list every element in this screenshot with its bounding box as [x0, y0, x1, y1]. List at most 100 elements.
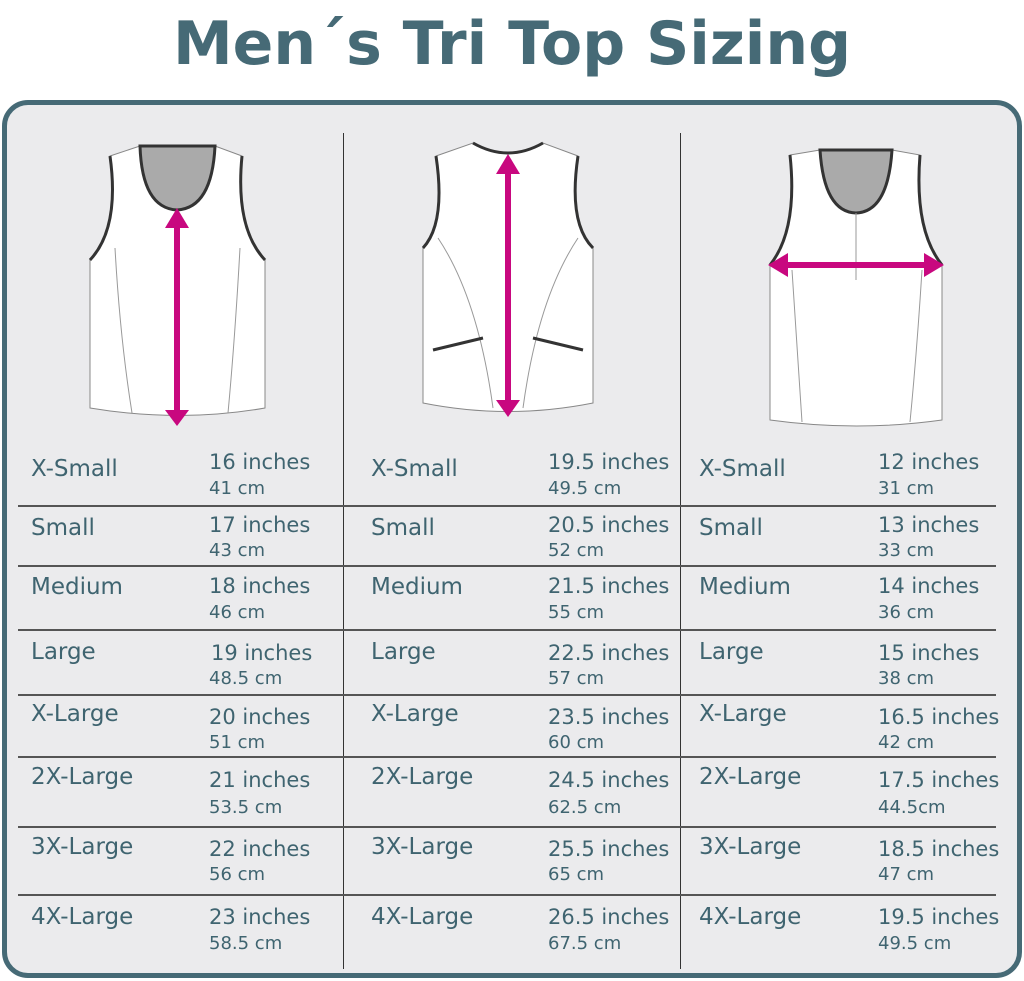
measurement-inches: 22 inches — [209, 837, 311, 861]
measurement-inches: 23.5 inches — [548, 705, 670, 729]
column-divider — [680, 133, 681, 969]
row-divider — [344, 894, 681, 896]
measurement-inches: 25.5 inches — [548, 837, 670, 861]
size-label: X-Small — [371, 456, 458, 482]
measurement-inches: 16.5 inches — [878, 705, 1000, 729]
row-divider — [681, 826, 996, 828]
measurement-inches: 20.5 inches — [548, 513, 670, 537]
size-label: Small — [371, 515, 435, 541]
measurement-cm: 46 cm — [209, 602, 266, 623]
measurement-cm: 33 cm — [878, 540, 935, 561]
measurement-cm: 36 cm — [878, 602, 935, 623]
measurement-inches: 21 inches — [209, 768, 311, 792]
measurement-cm: 65 cm — [548, 864, 605, 885]
size-label: 4X-Large — [371, 904, 474, 930]
row-divider — [344, 565, 681, 567]
chest-vest-illustration — [768, 148, 944, 427]
measurement-cm: 52 cm — [548, 540, 605, 561]
row-divider — [18, 756, 344, 758]
measurement-cm: 43 cm — [209, 540, 266, 561]
measurement-inches: 17 inches — [209, 513, 311, 537]
row-divider — [681, 756, 996, 758]
length-arrow-icon — [165, 208, 189, 426]
size-label: Small — [699, 515, 763, 541]
measurement-cm: 57 cm — [548, 668, 605, 689]
column-divider — [343, 133, 344, 969]
measurement-cm: 41 cm — [209, 478, 266, 499]
size-label: X-Large — [31, 701, 119, 727]
size-label: X-Small — [699, 456, 786, 482]
measurement-cm: 47 cm — [878, 864, 935, 885]
measurement-cm: 51 cm — [209, 732, 266, 753]
measurement-inches: 22.5 inches — [548, 641, 670, 665]
row-divider — [18, 826, 344, 828]
page-title: Men´s Tri Top Sizing — [172, 9, 852, 79]
row-divider — [681, 629, 996, 631]
measurement-cm: 48.5 cm — [209, 668, 283, 689]
measurement-cm: 60 cm — [548, 732, 605, 753]
size-label: Large — [31, 639, 96, 665]
size-label: 4X-Large — [31, 904, 134, 930]
size-label: X-Large — [371, 701, 459, 727]
front-vest-illustration — [88, 144, 267, 426]
measurement-cm: 53.5 cm — [209, 797, 283, 818]
measurement-inches: 19.5 inches — [878, 905, 1000, 929]
measurement-cm: 67.5 cm — [548, 933, 622, 954]
size-label: Small — [31, 515, 95, 541]
row-divider — [18, 505, 344, 507]
measurement-inches: 19.5 inches — [548, 450, 670, 474]
measurement-inches: 21.5 inches — [548, 574, 670, 598]
size-label: 3X-Large — [31, 834, 134, 860]
measurement-inches: 19 inches — [211, 641, 313, 665]
size-label: Medium — [31, 574, 123, 600]
measurement-cm: 42 cm — [878, 732, 935, 753]
measurement-cm: 49.5 cm — [878, 933, 952, 954]
measurement-cm: 31 cm — [878, 478, 935, 499]
measurement-cm: 55 cm — [548, 602, 605, 623]
length-arrow-icon — [496, 154, 520, 417]
measurement-inches: 18 inches — [209, 574, 311, 598]
measurement-cm: 56 cm — [209, 864, 266, 885]
size-label: Large — [371, 639, 436, 665]
size-label: Medium — [699, 574, 791, 600]
measurement-inches: 13 inches — [878, 513, 980, 537]
measurement-cm: 58.5 cm — [209, 933, 283, 954]
measurement-cm: 44.5cm — [878, 797, 946, 818]
size-label: 3X-Large — [699, 834, 802, 860]
measurement-cm: 62.5 cm — [548, 797, 622, 818]
measurement-inches: 23 inches — [209, 905, 311, 929]
row-divider — [18, 565, 344, 567]
row-divider — [681, 894, 996, 896]
measurement-inches: 17.5 inches — [878, 768, 1000, 792]
row-divider — [18, 694, 344, 696]
measurement-inches: 16 inches — [209, 450, 311, 474]
row-divider — [18, 894, 344, 896]
row-divider — [344, 756, 681, 758]
measurement-inches: 14 inches — [878, 574, 980, 598]
size-label: 2X-Large — [371, 764, 474, 790]
row-divider — [18, 629, 344, 631]
size-label: 2X-Large — [31, 764, 134, 790]
row-divider — [344, 694, 681, 696]
size-label: 4X-Large — [699, 904, 802, 930]
measurement-inches: 26.5 inches — [548, 905, 670, 929]
measurement-inches: 24.5 inches — [548, 768, 670, 792]
row-divider — [681, 565, 996, 567]
size-label: X-Large — [699, 701, 787, 727]
size-label: Large — [699, 639, 764, 665]
row-divider — [344, 629, 681, 631]
size-label: 3X-Large — [371, 834, 474, 860]
measurement-inches: 20 inches — [209, 705, 311, 729]
row-divider — [681, 694, 996, 696]
size-label: X-Small — [31, 456, 118, 482]
size-label: Medium — [371, 574, 463, 600]
back-vest-illustration — [421, 141, 595, 417]
row-divider — [681, 505, 996, 507]
measurement-inches: 15 inches — [878, 641, 980, 665]
measurement-inches: 18.5 inches — [878, 837, 1000, 861]
measurement-inches: 12 inches — [878, 450, 980, 474]
size-label: 2X-Large — [699, 764, 802, 790]
measurement-cm: 38 cm — [878, 668, 935, 689]
row-divider — [344, 505, 681, 507]
measurement-cm: 49.5 cm — [548, 478, 622, 499]
